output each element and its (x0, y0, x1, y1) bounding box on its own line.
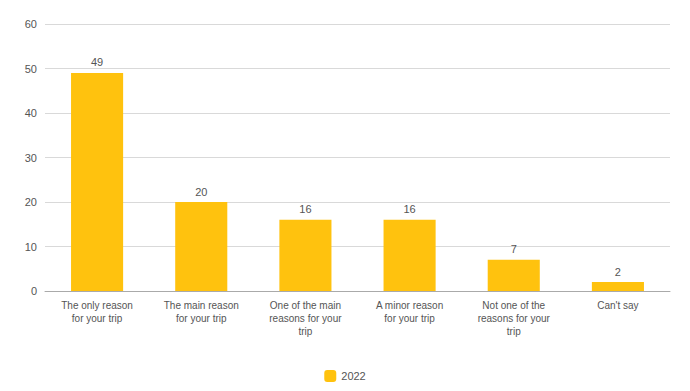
svg-text:trip: trip (507, 326, 521, 337)
svg-text:7: 7 (511, 243, 517, 255)
svg-text:20: 20 (25, 196, 37, 208)
svg-text:reasons for your: reasons for your (478, 313, 551, 324)
svg-text:for your trip: for your trip (72, 313, 123, 324)
svg-text:60: 60 (25, 18, 37, 30)
svg-text:2: 2 (615, 266, 621, 278)
svg-text:50: 50 (25, 63, 37, 75)
svg-text:The only reason: The only reason (61, 300, 133, 311)
svg-text:Can't say: Can't say (597, 300, 638, 311)
svg-text:0: 0 (31, 285, 37, 297)
svg-text:16: 16 (403, 203, 415, 215)
svg-text:reasons for your: reasons for your (269, 313, 342, 324)
svg-text:30: 30 (25, 152, 37, 164)
svg-text:2022: 2022 (341, 370, 365, 382)
svg-text:for your trip: for your trip (176, 313, 227, 324)
svg-text:for your trip: for your trip (384, 313, 435, 324)
svg-text:One of the main: One of the main (270, 300, 341, 311)
svg-text:Not one of the: Not one of the (482, 300, 545, 311)
svg-text:49: 49 (91, 56, 103, 68)
svg-text:16: 16 (299, 203, 311, 215)
svg-text:20: 20 (195, 186, 207, 198)
svg-text:The main reason: The main reason (164, 300, 239, 311)
svg-text:A minor reason: A minor reason (376, 300, 443, 311)
svg-text:40: 40 (25, 107, 37, 119)
svg-text:10: 10 (25, 241, 37, 253)
svg-text:trip: trip (298, 326, 312, 337)
